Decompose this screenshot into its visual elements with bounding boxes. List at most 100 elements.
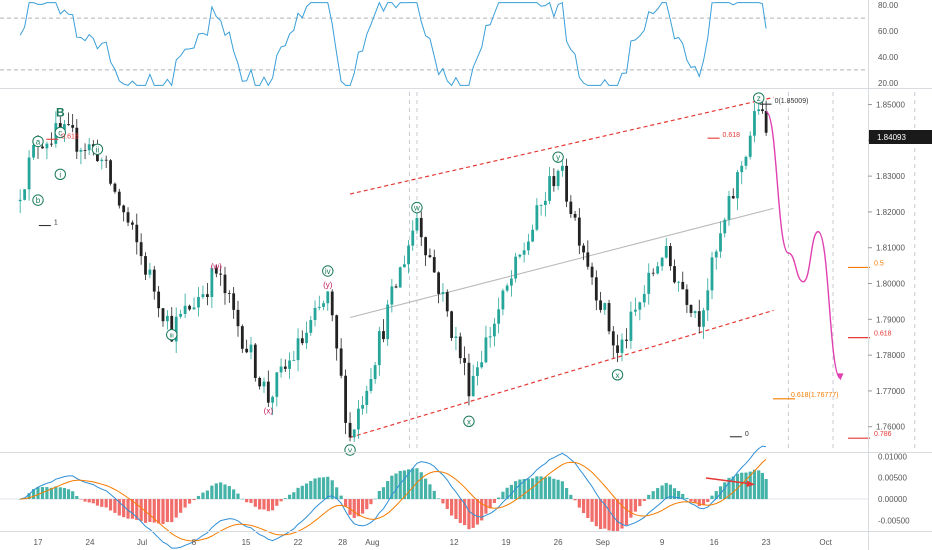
candle [603, 302, 607, 315]
macd-histogram-bar [556, 479, 560, 500]
price-axis-label: 1.76000 [876, 423, 905, 432]
wave-label: (x) [264, 407, 274, 416]
candle [192, 297, 196, 310]
time-axis-label: 9 [660, 538, 665, 547]
candle [152, 265, 156, 300]
macd-histogram-bar [450, 499, 454, 516]
candle [411, 220, 415, 251]
candle [450, 310, 454, 341]
candle [594, 270, 598, 311]
macd-histogram-bar [522, 478, 526, 500]
macd-histogram-bar [463, 499, 467, 526]
candle [109, 159, 112, 186]
price-axis-label: 1.80000 [876, 280, 905, 289]
macd-histogram-bar [317, 477, 321, 500]
candle [240, 324, 244, 353]
macd-histogram-bar [406, 469, 411, 500]
time-axis-label: 8 [192, 538, 197, 547]
svg-text:x: x [616, 371, 620, 380]
macd-histogram-bar [245, 499, 249, 503]
time-axis-label: 19 [502, 538, 511, 547]
candle [165, 310, 169, 330]
macd-histogram-bar [58, 487, 62, 500]
candle [206, 282, 209, 306]
candle [157, 285, 161, 318]
macd-axis-label: -0.00500 [878, 516, 910, 525]
macd-histogram-bar [348, 499, 352, 515]
macd-histogram-bar [514, 481, 518, 500]
macd-histogram-bar [620, 499, 624, 529]
macd-axis-label: 0.00000 [878, 495, 907, 504]
candle [710, 251, 714, 300]
candle [236, 300, 240, 337]
candle [577, 208, 581, 255]
macd-histogram-bar [488, 499, 492, 509]
svg-text:iv: iv [325, 267, 331, 276]
macd-histogram-bar [117, 499, 121, 516]
candle [317, 295, 321, 311]
annotation-label: 0.618 [723, 132, 741, 139]
macd-histogram-bar [760, 472, 765, 500]
macd-histogram-bar [54, 486, 58, 500]
current-price-tag: 1.84093 [869, 130, 932, 145]
macd-histogram-bar [586, 499, 590, 518]
macd-histogram-bar [309, 480, 313, 500]
macd-histogram-bar [313, 478, 317, 500]
macd-histogram-bar [170, 499, 174, 523]
macd-histogram-bar [113, 499, 117, 513]
macd-histogram-bar [79, 499, 83, 500]
macd-histogram-bar [270, 499, 275, 511]
svg-text:x: x [467, 417, 471, 426]
macd-histogram-bar [480, 499, 484, 521]
candle [611, 326, 615, 358]
candle [18, 189, 22, 214]
candle [419, 211, 423, 246]
macd-histogram-bar [335, 487, 339, 500]
macd-histogram-bar [475, 499, 480, 525]
candle [681, 271, 685, 290]
current-price-label: 1.84093 [877, 133, 906, 142]
candle [174, 307, 178, 354]
candle [432, 249, 436, 273]
svg-text:(y): (y) [323, 281, 333, 290]
macd-histogram-bar [275, 499, 279, 506]
candle [75, 119, 79, 160]
price-axis-label: 1.79000 [876, 315, 905, 324]
macd-histogram-bar [45, 487, 49, 500]
candle [501, 288, 505, 316]
annotation-label: 0.618 [61, 133, 79, 140]
candle [402, 255, 406, 268]
projection-arrowhead [837, 373, 844, 381]
price-axis-label: 1.81000 [876, 244, 905, 253]
time-axis-label: 28 [338, 538, 347, 547]
macd-histogram-bar [161, 499, 165, 525]
macd-histogram-bar [714, 491, 718, 500]
macd-histogram-bar [339, 495, 343, 500]
candle [509, 270, 513, 297]
candle [201, 285, 205, 300]
projection-path [765, 110, 842, 380]
svg-text:(w): (w) [211, 262, 222, 271]
wave-label: x [611, 369, 624, 381]
macd-histogram-bar [326, 476, 330, 500]
candle [288, 352, 291, 379]
wave-label: w [411, 201, 423, 214]
macd-histogram-bar [437, 498, 441, 500]
rsi-axis-label: 80.00 [878, 1, 899, 10]
macd-histogram-bar [505, 487, 509, 500]
candle [727, 190, 731, 226]
macd-histogram-bar [205, 490, 210, 500]
svg-text:y: y [556, 153, 560, 162]
macd-histogram-bar [757, 470, 761, 500]
macd-histogram-bar [581, 499, 586, 514]
macd-histogram-bar [157, 499, 161, 524]
candle [335, 314, 339, 361]
svg-text:v: v [348, 446, 352, 455]
candle [227, 290, 231, 303]
macd-histogram-bar [744, 472, 748, 500]
wave-label: c [54, 126, 66, 139]
macd-histogram-bar [253, 499, 257, 507]
rsi-axis: 80.00 60.00 40.00 20.00 [878, 1, 899, 88]
macd-histogram-bar [543, 477, 547, 500]
